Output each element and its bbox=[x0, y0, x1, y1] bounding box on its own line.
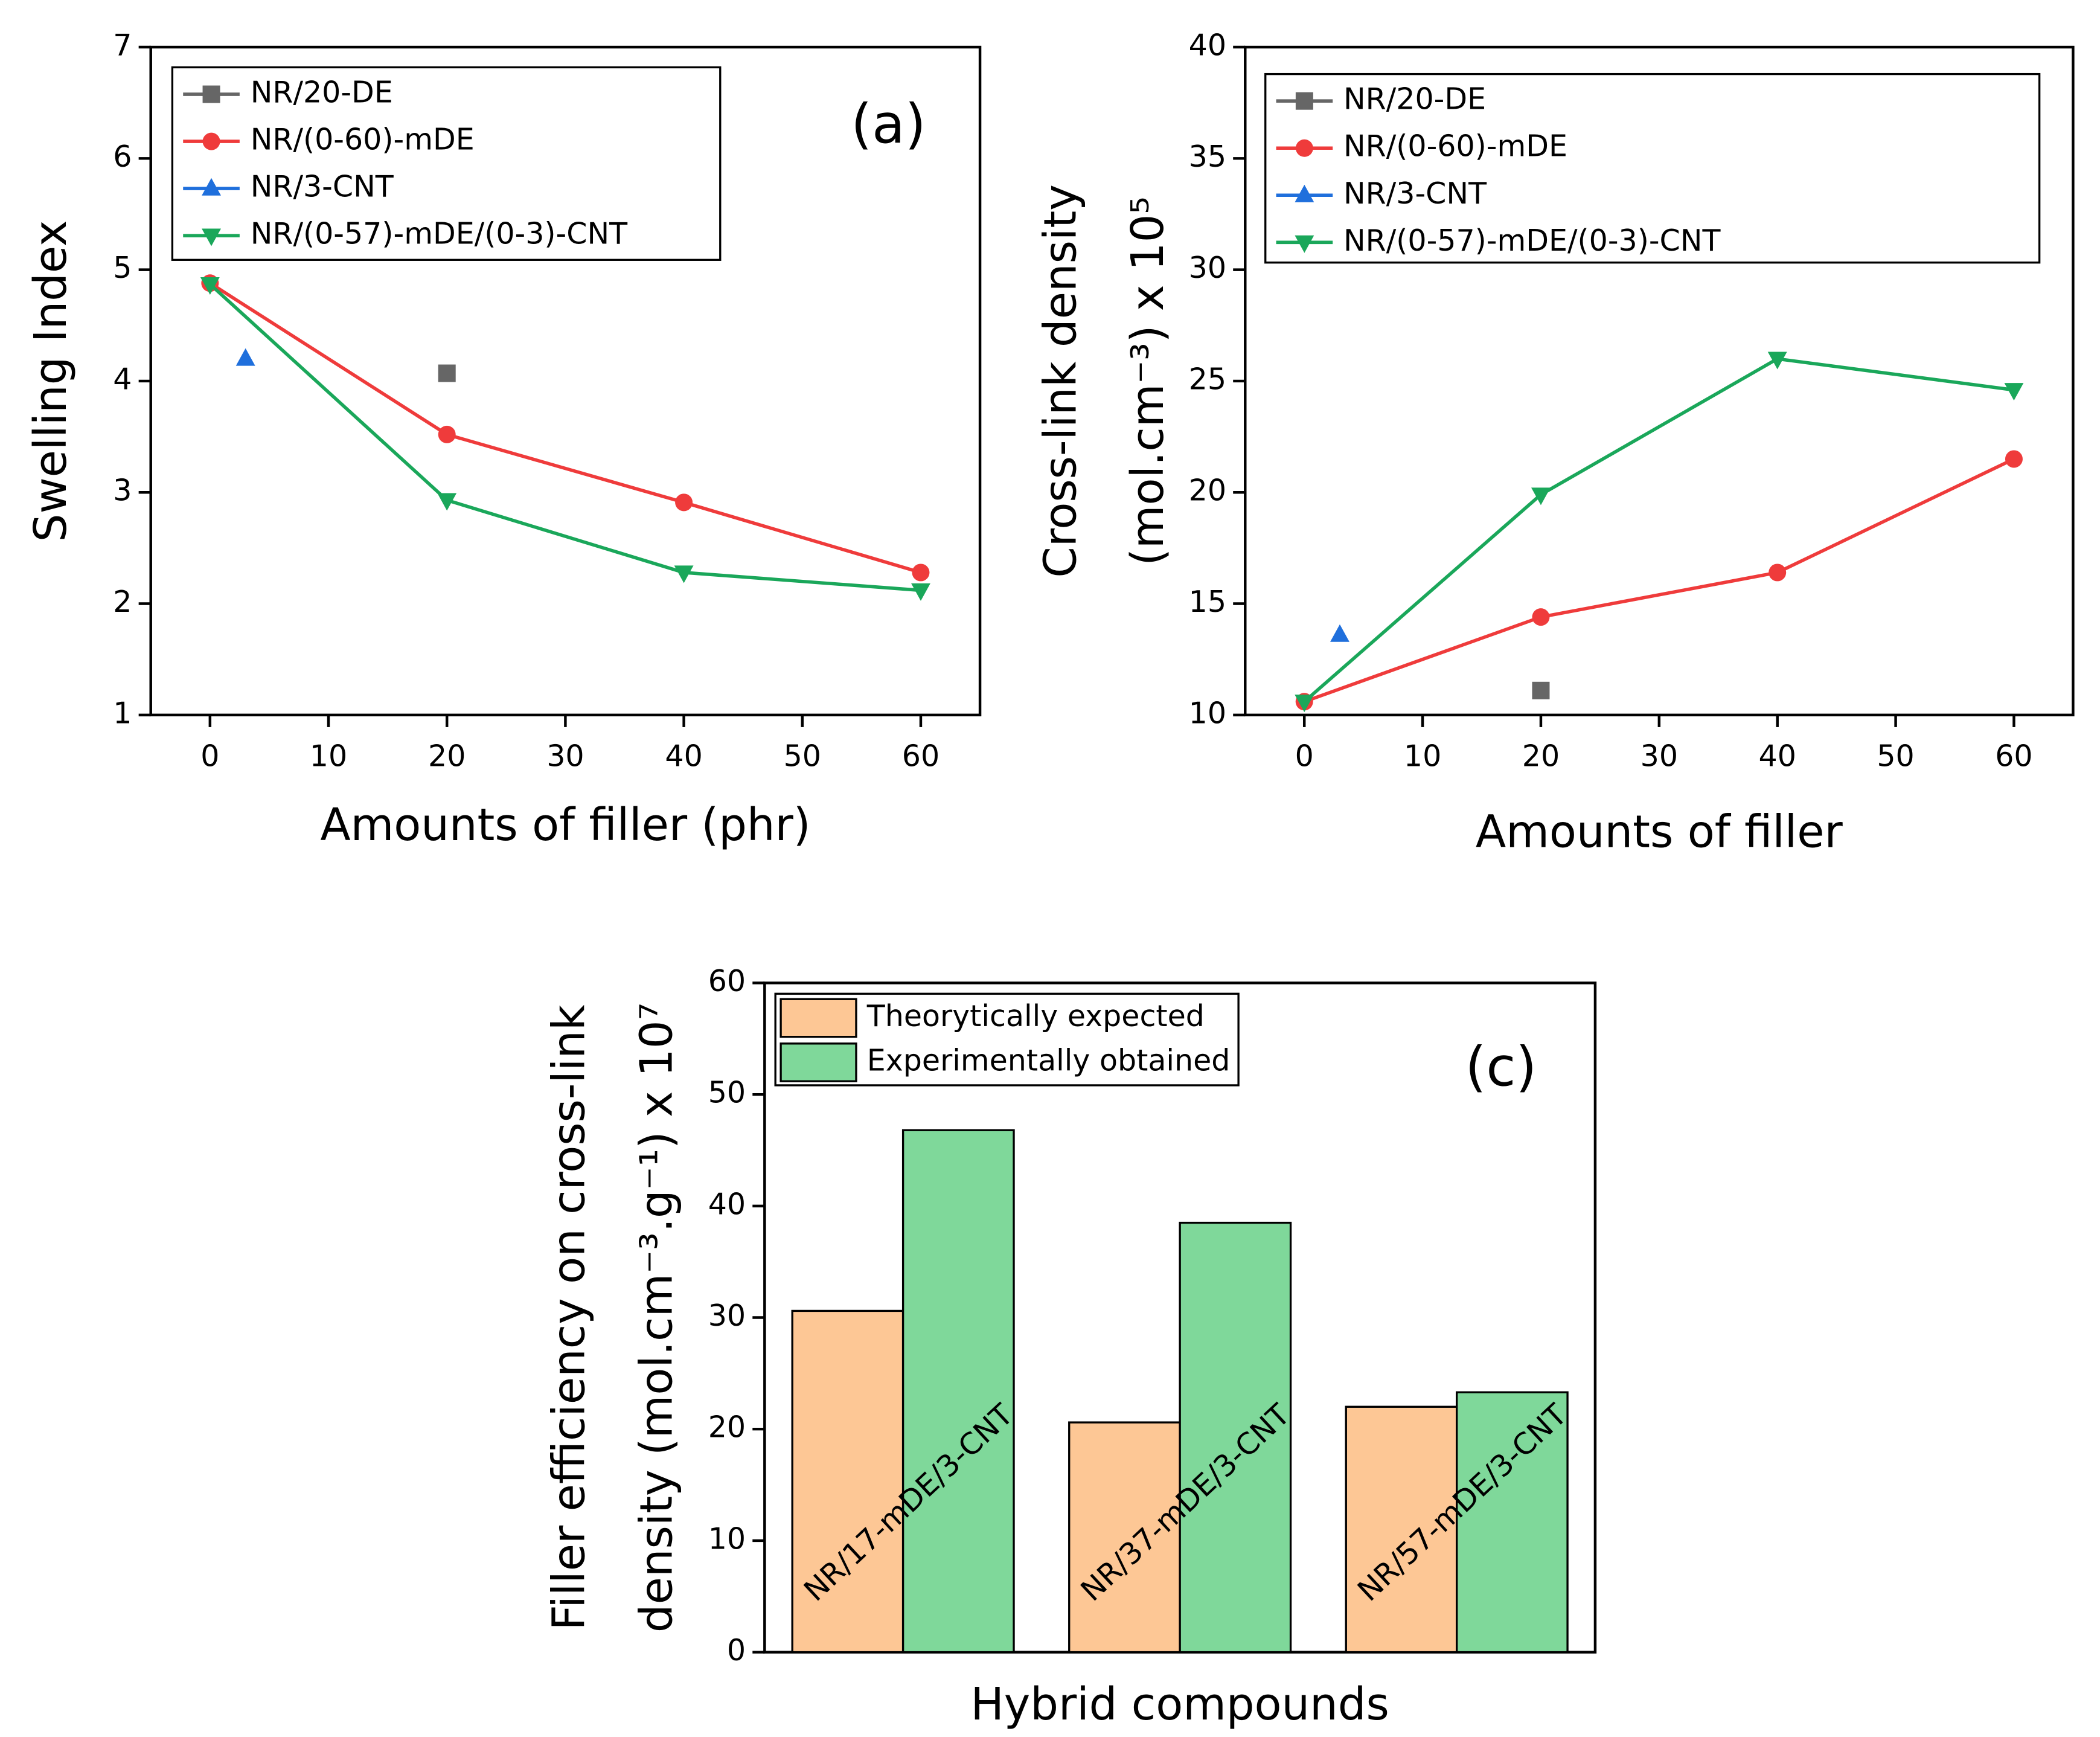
data-point bbox=[2005, 450, 2023, 468]
legend-label: NR/3-CNT bbox=[251, 169, 394, 204]
y-tick-label: 60 bbox=[708, 963, 746, 998]
bar bbox=[901, 1129, 1015, 1654]
legend-label: NR/(0-57)-mDE/(0-3)-CNT bbox=[251, 216, 628, 251]
x-tick-label: 0 bbox=[1295, 739, 1314, 774]
x-tick-label: 50 bbox=[784, 739, 821, 774]
y-tick-label: 40 bbox=[1189, 28, 1226, 63]
x-tick-label: 20 bbox=[428, 739, 466, 774]
y-tick-label: 10 bbox=[708, 1521, 746, 1556]
x-tick-label: 40 bbox=[1759, 739, 1796, 774]
legend-label: NR/3-CNT bbox=[1343, 176, 1487, 211]
bar bbox=[1455, 1391, 1569, 1654]
y-tick-label: 15 bbox=[1189, 584, 1226, 619]
series-line bbox=[208, 283, 921, 592]
legend-frame bbox=[171, 66, 722, 261]
x-tick-label: 10 bbox=[1404, 739, 1441, 774]
y-tick-label: 10 bbox=[1189, 695, 1226, 730]
legend-marker bbox=[202, 132, 220, 150]
annotation: (c) bbox=[1465, 1036, 1537, 1099]
y-tick-label: 30 bbox=[708, 1298, 746, 1333]
annotation: (a) bbox=[851, 93, 926, 156]
legend-marker bbox=[1295, 235, 1314, 253]
bar bbox=[1345, 1405, 1458, 1654]
y-tick-label: 3 bbox=[113, 473, 132, 508]
data-point bbox=[1532, 681, 1550, 699]
bar bbox=[791, 1309, 904, 1654]
x-tick-label: 40 bbox=[665, 739, 702, 774]
data-point bbox=[2004, 383, 2024, 401]
bar bbox=[1179, 1221, 1292, 1654]
x-tick-label: 20 bbox=[1522, 739, 1560, 774]
y-tick-label: 40 bbox=[708, 1186, 746, 1221]
legend-label: NR/(0-60)-mDE bbox=[251, 122, 475, 157]
legend-marker bbox=[1295, 184, 1314, 202]
legend-label: NR/20-DE bbox=[1343, 82, 1486, 117]
data-point bbox=[1330, 624, 1349, 642]
y-tick-label: 0 bbox=[727, 1633, 746, 1668]
legend-label: NR/20-DE bbox=[251, 75, 393, 110]
y-tick-label: 2 bbox=[113, 584, 132, 619]
legend-label: Experimentally obtained bbox=[867, 1043, 1231, 1078]
data-point bbox=[235, 348, 255, 366]
data-point bbox=[1532, 608, 1550, 626]
y-axis-label: (mol.cm⁻³) x 10⁵ bbox=[1122, 196, 1174, 566]
y-tick-label: 1 bbox=[113, 695, 132, 730]
y-axis-label: Filler efficiency on cross-link bbox=[544, 1004, 595, 1630]
legend-marker bbox=[1295, 92, 1313, 110]
y-tick-label: 50 bbox=[708, 1075, 746, 1110]
legend-label: NR/(0-60)-mDE bbox=[1343, 129, 1567, 164]
y-axis-label: Swelling Index bbox=[25, 220, 77, 542]
legend-marker bbox=[202, 85, 220, 103]
x-tick-label: 50 bbox=[1877, 739, 1914, 774]
legend-label: Theorytically expected bbox=[866, 998, 1205, 1033]
legend-frame bbox=[1264, 72, 2041, 264]
data-point bbox=[438, 364, 456, 382]
legend-swatch bbox=[779, 1042, 857, 1082]
x-tick-label: 10 bbox=[310, 739, 347, 774]
legend-marker bbox=[1295, 139, 1313, 157]
data-point bbox=[438, 425, 456, 443]
x-tick-label: 30 bbox=[1641, 739, 1678, 774]
data-point bbox=[1767, 352, 1787, 370]
data-point bbox=[437, 493, 457, 511]
y-tick-label: 20 bbox=[708, 1410, 746, 1445]
data-point bbox=[674, 565, 694, 583]
y-tick-label: 5 bbox=[113, 250, 132, 285]
x-tick-label: 60 bbox=[1995, 739, 2032, 774]
series-line bbox=[1304, 457, 2015, 704]
y-axis-label: Cross-link density bbox=[1035, 184, 1086, 577]
y-tick-label: 6 bbox=[113, 139, 132, 174]
data-point bbox=[1531, 487, 1551, 506]
x-axis-label: Amounts of filler bbox=[1476, 806, 1843, 858]
y-tick-label: 25 bbox=[1189, 361, 1226, 396]
legend-label: NR/(0-57)-mDE/(0-3)-CNT bbox=[1343, 223, 1721, 258]
data-point bbox=[1769, 563, 1787, 582]
y-tick-label: 4 bbox=[113, 361, 132, 396]
y-axis-label: density (mol.cm⁻³.g⁻¹) x 10⁷ bbox=[631, 1003, 682, 1633]
x-tick-label: 0 bbox=[200, 739, 219, 774]
data-point bbox=[200, 277, 220, 295]
y-tick-label: 35 bbox=[1189, 139, 1226, 174]
data-point bbox=[912, 563, 930, 582]
series-line bbox=[209, 281, 921, 574]
data-point bbox=[675, 493, 693, 512]
data-point bbox=[911, 583, 930, 601]
legend-swatch bbox=[779, 998, 857, 1038]
legend-marker bbox=[202, 228, 221, 246]
data-point bbox=[1295, 695, 1314, 713]
y-tick-label: 30 bbox=[1189, 250, 1226, 285]
x-axis-label: Hybrid compounds bbox=[970, 1679, 1389, 1730]
bar bbox=[1068, 1421, 1181, 1654]
y-tick-label: 20 bbox=[1189, 473, 1226, 508]
x-tick-label: 30 bbox=[546, 739, 584, 774]
x-tick-label: 60 bbox=[902, 739, 940, 774]
y-tick-label: 7 bbox=[113, 28, 132, 63]
x-axis-label: Amounts of filler (phr) bbox=[320, 800, 810, 851]
legend-marker bbox=[202, 178, 221, 196]
series-line bbox=[1303, 357, 2014, 703]
